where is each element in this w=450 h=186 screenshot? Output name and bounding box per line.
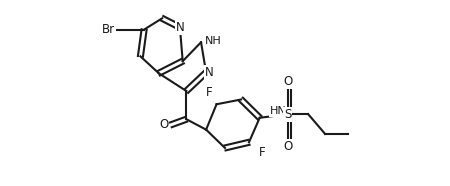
- Text: O: O: [159, 118, 168, 131]
- Text: F: F: [206, 86, 213, 99]
- Text: F: F: [259, 146, 266, 159]
- Text: N: N: [176, 21, 184, 34]
- Text: HN: HN: [270, 106, 286, 116]
- Text: O: O: [283, 75, 292, 88]
- Text: S: S: [284, 108, 292, 121]
- Text: N: N: [205, 66, 213, 79]
- Text: O: O: [283, 140, 292, 153]
- Text: Br: Br: [101, 23, 115, 36]
- Text: NH: NH: [205, 36, 222, 46]
